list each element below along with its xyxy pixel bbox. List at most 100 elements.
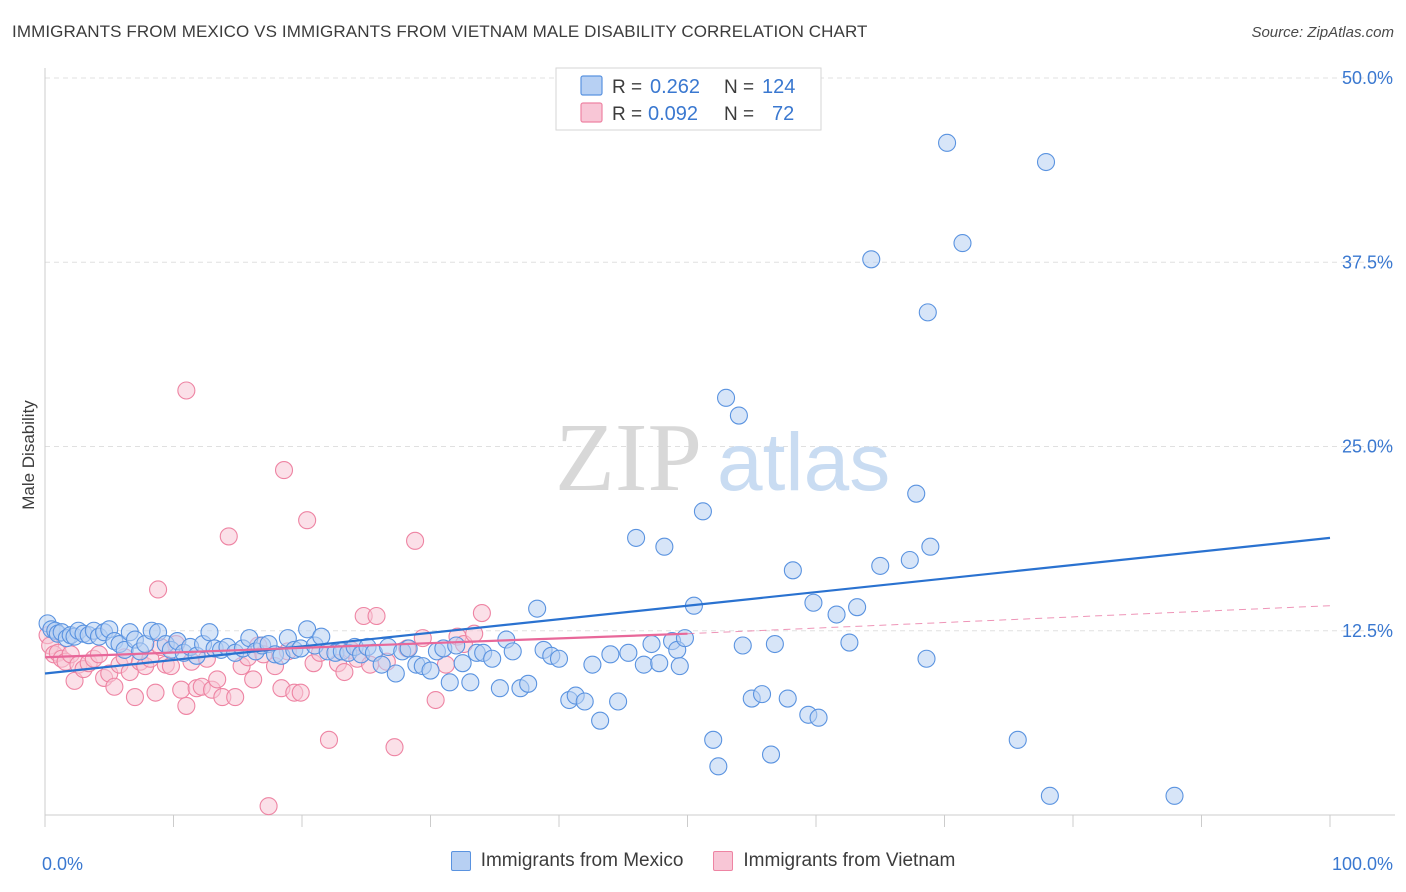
- data-point: [938, 133, 957, 152]
- data-point: [693, 502, 712, 521]
- stats-r-value-vietnam: 0.092: [648, 103, 698, 125]
- data-point: [177, 381, 196, 400]
- data-point: [921, 537, 940, 556]
- data-point: [200, 623, 219, 642]
- data-point: [601, 645, 620, 664]
- legend-label-vietnam: Immigrants from Vietnam: [743, 850, 956, 871]
- data-point: [917, 649, 936, 668]
- stats-n-label-mexico: N =: [724, 77, 754, 98]
- stats-r-label-vietnam: R =: [612, 104, 642, 125]
- data-point: [453, 654, 472, 673]
- data-point: [1036, 152, 1056, 172]
- data-point: [440, 673, 459, 692]
- data-point: [953, 234, 972, 253]
- data-point: [809, 708, 828, 727]
- data-point: [862, 250, 881, 269]
- data-point: [827, 605, 846, 624]
- trend-line-vietnam: [44, 632, 688, 659]
- data-point: [519, 674, 538, 693]
- data-point: [149, 580, 168, 599]
- stats-legend: R = 0.262 N = 124 R = 0.092 N = 72: [555, 67, 822, 131]
- watermark: ZIP atlas: [555, 404, 890, 512]
- data-point: [1040, 786, 1059, 805]
- watermark-zip: ZIP: [555, 404, 702, 512]
- legend-swatch-vietnam: [713, 851, 734, 871]
- data-point: [298, 511, 317, 530]
- stats-r-label-mexico: R =: [612, 77, 642, 98]
- data-point: [634, 655, 653, 674]
- data-point: [840, 633, 859, 652]
- data-point: [219, 527, 238, 546]
- stats-r-value-mexico: 0.262: [650, 76, 700, 98]
- legend-label-mexico: Immigrants from Mexico: [480, 850, 684, 871]
- data-point: [386, 664, 405, 683]
- data-point: [900, 550, 919, 570]
- data-point: [177, 696, 196, 715]
- data-point: [871, 556, 890, 575]
- data-point: [670, 657, 689, 676]
- data-point: [650, 654, 669, 673]
- stats-n-value-mexico: 124: [762, 76, 795, 98]
- chart-title: IMMIGRANTS FROM MEXICO VS IMMIGRANTS FRO…: [12, 22, 868, 41]
- data-point: [105, 677, 124, 696]
- data-point: [765, 634, 784, 654]
- y-tick-label: 12.5%: [1342, 621, 1393, 641]
- stats-swatch-mexico: [580, 75, 603, 96]
- data-point: [208, 670, 227, 689]
- data-point: [716, 388, 736, 407]
- data-point: [619, 643, 638, 662]
- data-point: [675, 629, 694, 648]
- data-point: [406, 531, 425, 550]
- data-point: [146, 683, 165, 702]
- data-point: [291, 683, 310, 702]
- data-point: [472, 604, 491, 623]
- data-point: [583, 655, 602, 674]
- stats-n-value-vietnam: 72: [772, 103, 794, 125]
- data-point: [761, 745, 781, 764]
- data-point: [804, 593, 823, 612]
- data-point: [461, 673, 480, 692]
- data-point: [335, 662, 354, 682]
- data-point: [642, 634, 661, 654]
- data-point: [549, 649, 569, 668]
- legend-item-vietnam: Immigrants from Vietnam: [713, 850, 955, 872]
- x-tick-label: 0.0%: [42, 854, 83, 874]
- data-point: [752, 685, 772, 704]
- data-point: [483, 649, 502, 668]
- data-point: [125, 688, 144, 707]
- data-point: [655, 537, 674, 556]
- stats-n-label-vietnam: N =: [724, 104, 754, 125]
- trend-line-vietnam-extension: [687, 605, 1331, 635]
- data-point: [298, 620, 317, 639]
- data-point: [1165, 786, 1184, 805]
- y-tick-label: 25.0%: [1342, 437, 1393, 457]
- tick-labels: 12.5% 25.0% 37.5% 50.0% 0.0% 100.0%: [42, 68, 1393, 874]
- data-point: [609, 692, 628, 711]
- data-point: [709, 757, 728, 776]
- data-point: [729, 406, 748, 425]
- data-point: [372, 655, 391, 674]
- data-point: [778, 689, 797, 708]
- stats-swatch-vietnam: [580, 102, 603, 123]
- data-point: [907, 484, 926, 503]
- legend-item-mexico: Immigrants from Mexico: [450, 850, 684, 872]
- grid-lines: [45, 77, 1395, 632]
- data-point: [704, 730, 723, 749]
- y-tick-label: 37.5%: [1342, 252, 1393, 272]
- data-point: [385, 738, 404, 757]
- data-point: [918, 303, 937, 322]
- data-point: [575, 692, 594, 711]
- trend-line-mexico: [44, 536, 1331, 675]
- data-point: [274, 461, 294, 480]
- legend-swatch-mexico: [450, 851, 471, 871]
- data-point: [399, 639, 418, 658]
- y-tick-label: 50.0%: [1342, 68, 1393, 88]
- data-point: [447, 636, 466, 655]
- trend-lines: [44, 536, 1331, 675]
- data-point: [848, 598, 867, 617]
- watermark-atlas: atlas: [717, 417, 890, 508]
- data-point: [319, 730, 339, 749]
- data-point: [733, 636, 752, 655]
- data-point: [591, 711, 610, 730]
